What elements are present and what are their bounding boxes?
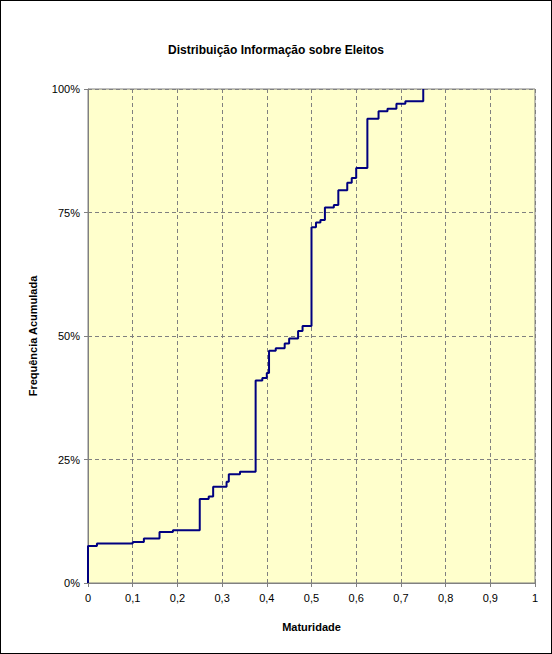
svg-text:0,2: 0,2 xyxy=(170,592,185,604)
svg-text:100%: 100% xyxy=(52,83,80,95)
svg-text:0,3: 0,3 xyxy=(214,592,229,604)
svg-text:0,7: 0,7 xyxy=(393,592,408,604)
svg-text:25%: 25% xyxy=(58,454,80,466)
svg-text:0%: 0% xyxy=(64,577,80,589)
svg-text:0,5: 0,5 xyxy=(304,592,319,604)
svg-text:50%: 50% xyxy=(58,330,80,342)
svg-text:Distribuição Informação sobre: Distribuição Informação sobre Eleitos xyxy=(168,43,384,57)
svg-text:0,1: 0,1 xyxy=(125,592,140,604)
svg-text:0,4: 0,4 xyxy=(259,592,274,604)
svg-text:0,8: 0,8 xyxy=(438,592,453,604)
svg-text:1: 1 xyxy=(532,592,538,604)
svg-text:Maturidade: Maturidade xyxy=(282,621,341,633)
svg-text:75%: 75% xyxy=(58,207,80,219)
svg-text:0: 0 xyxy=(85,592,91,604)
svg-text:Frequência Acumulada: Frequência Acumulada xyxy=(27,275,39,397)
svg-text:0,9: 0,9 xyxy=(483,592,498,604)
svg-text:0,6: 0,6 xyxy=(349,592,364,604)
